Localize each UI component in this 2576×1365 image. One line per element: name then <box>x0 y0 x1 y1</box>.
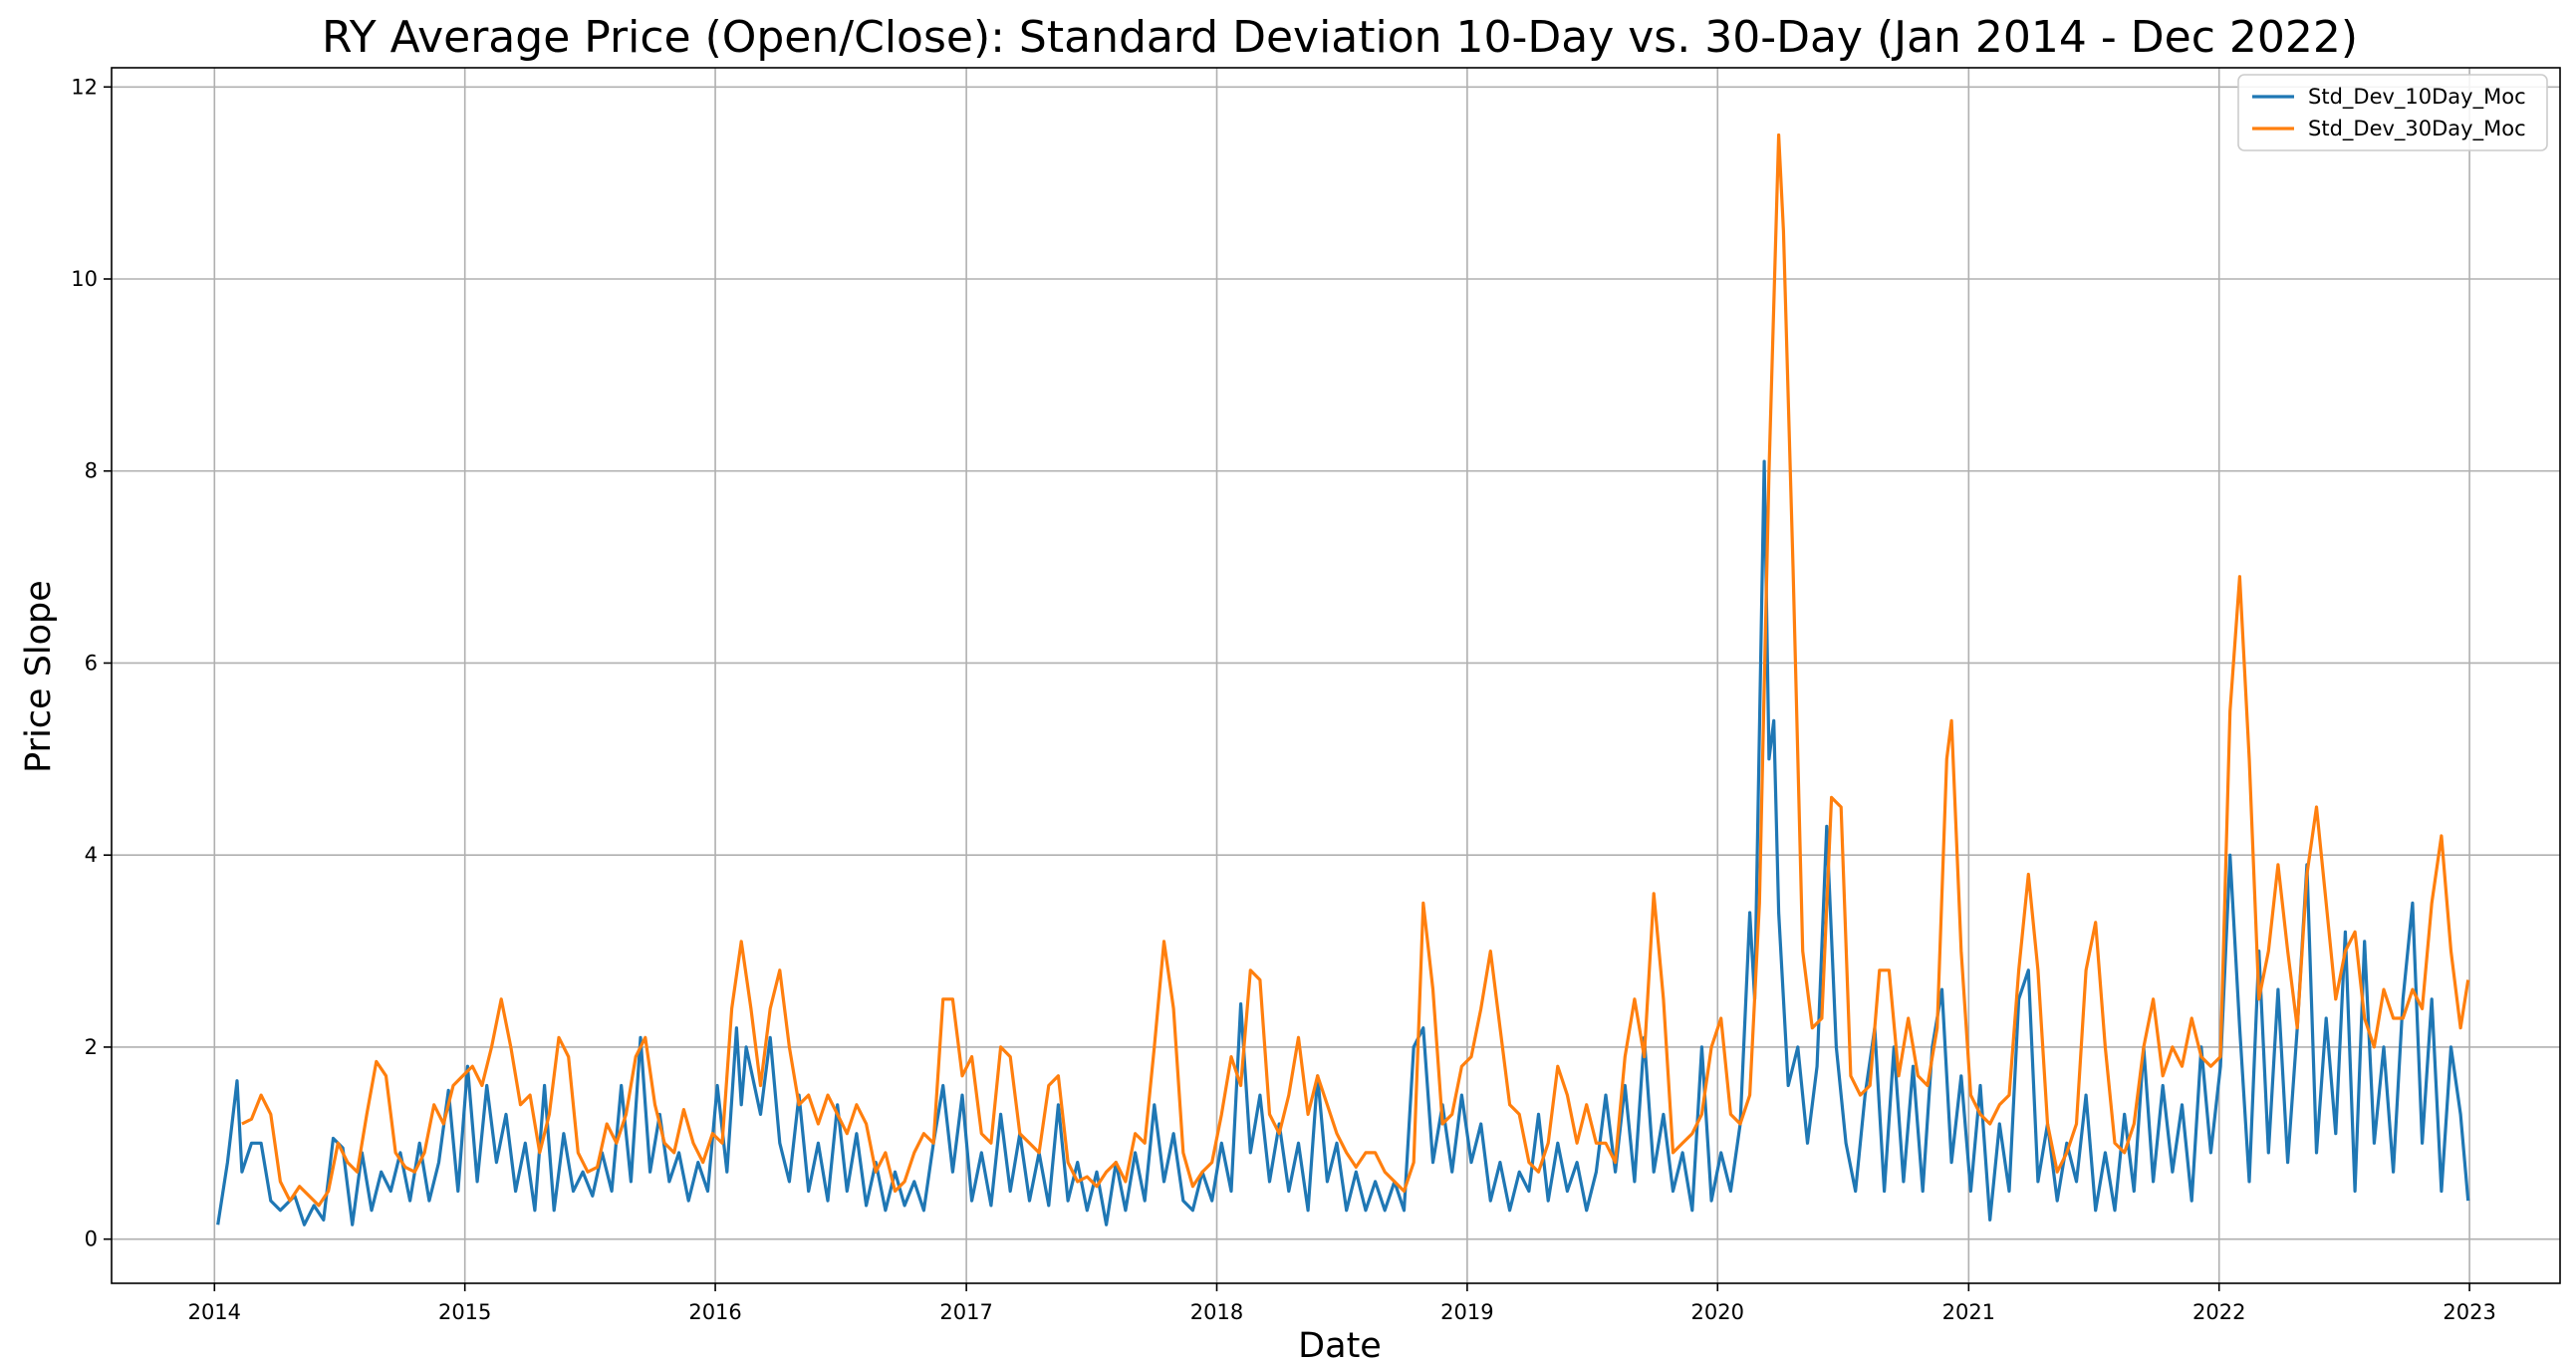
series-line-2 <box>241 133 2470 1208</box>
legend-label: Std_Dev_10Day_Moc <box>2308 85 2526 110</box>
x-tick-label: 2022 <box>2192 1300 2245 1324</box>
x-tick-label: 2014 <box>188 1300 241 1324</box>
y-tick-label: 0 <box>85 1228 98 1251</box>
y-axis: 0 2 4 6 8 10 12 <box>71 75 112 1251</box>
chart-title: RY Average Price (Open/Close): Standard … <box>322 12 2358 63</box>
x-axis-label: Date <box>1298 1326 1382 1365</box>
x-tick-label: 2020 <box>1691 1300 1744 1324</box>
y-tick-label: 12 <box>71 75 98 99</box>
series-line-1 <box>216 459 2470 1227</box>
y-tick-label: 8 <box>85 459 98 483</box>
x-tick-label: 2016 <box>688 1300 741 1324</box>
x-tick-label: 2017 <box>939 1300 992 1324</box>
x-tick-label: 2019 <box>1440 1300 1493 1324</box>
y-tick-label: 6 <box>85 651 98 675</box>
y-tick-label: 4 <box>85 843 98 867</box>
plot-frame <box>111 67 2561 1284</box>
x-tick-label: 2023 <box>2443 1300 2495 1324</box>
series-layer <box>216 133 2470 1227</box>
grid <box>112 68 2560 1283</box>
legend-box <box>2237 74 2548 151</box>
x-tick-label: 2021 <box>1942 1300 1995 1324</box>
x-axis: 2014 2015 2016 2017 2018 2019 2020 2021 2022 2023 <box>188 1283 2496 1324</box>
y-axis-label: Price Slope <box>19 580 59 773</box>
x-tick-label: 2015 <box>438 1300 491 1324</box>
x-tick-label: 2018 <box>1190 1300 1243 1324</box>
legend-label: Std_Dev_30Day_Moc <box>2308 117 2526 141</box>
y-tick-label: 2 <box>85 1035 98 1059</box>
legend: Std_Dev_10Day_Moc Std_Dev_30Day_Moc <box>2237 74 2548 151</box>
y-tick-label: 10 <box>71 267 98 291</box>
